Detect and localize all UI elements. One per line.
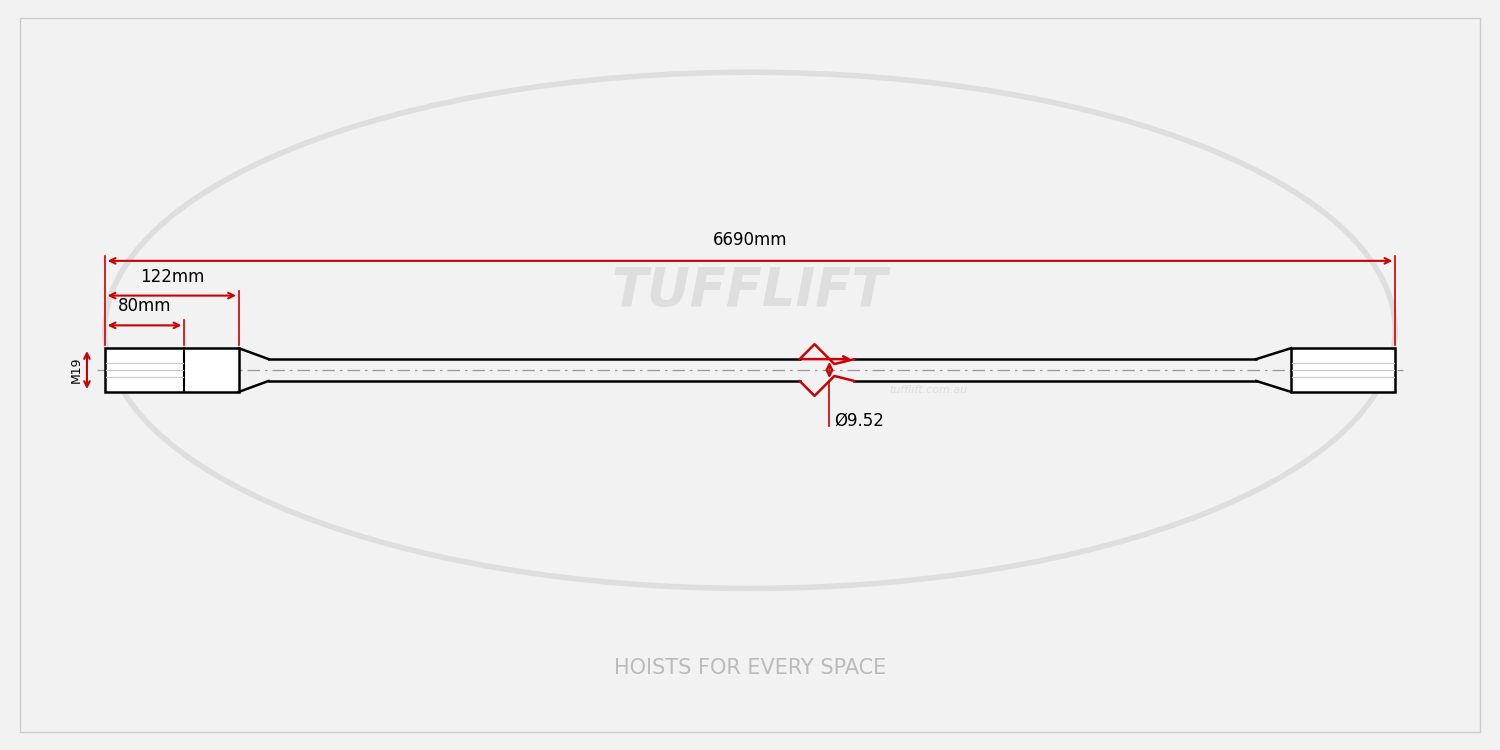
Text: 6690mm: 6690mm (712, 231, 788, 249)
Text: HOISTS FOR EVERY SPACE: HOISTS FOR EVERY SPACE (614, 658, 886, 678)
Text: TUFFLIFT: TUFFLIFT (612, 265, 888, 316)
Text: M19: M19 (70, 357, 82, 383)
Text: Ø9.52: Ø9.52 (834, 412, 884, 430)
Bar (1292, 348, 1395, 392)
Text: 122mm: 122mm (140, 268, 204, 286)
Bar (105, 348, 238, 392)
Text: 80mm: 80mm (118, 298, 171, 316)
Text: tufflift.com.au: tufflift.com.au (890, 385, 968, 395)
